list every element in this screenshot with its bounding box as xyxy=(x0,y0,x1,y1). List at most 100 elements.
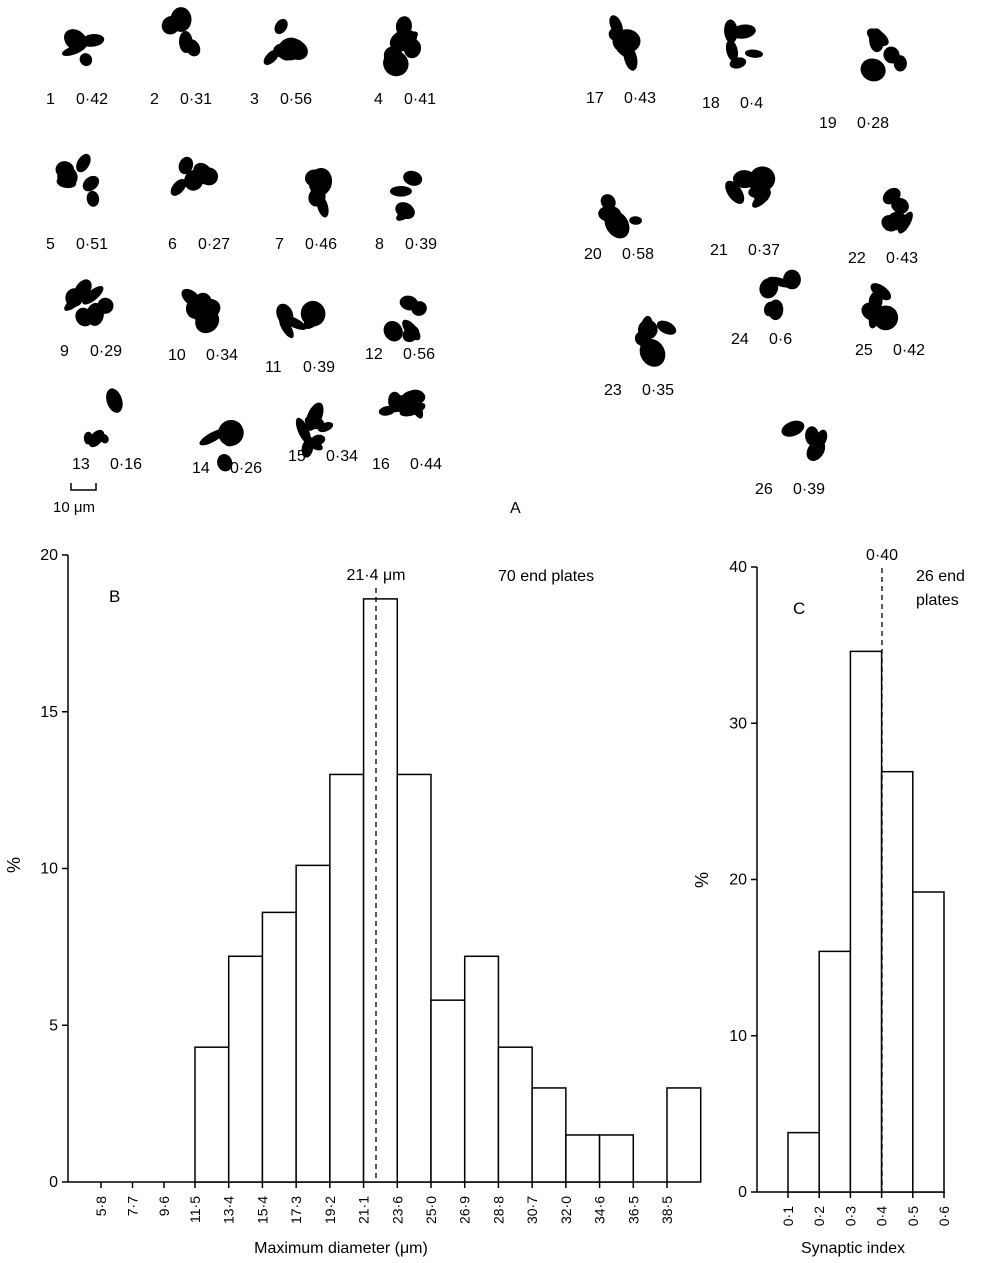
end-plate-silhouette xyxy=(184,169,204,191)
y-tick-label: 10 xyxy=(729,1028,747,1045)
end-plate-19: 19 0·28 xyxy=(819,28,907,132)
annotation-text: plates xyxy=(916,592,959,609)
x-tick-label: 17·3 xyxy=(288,1196,304,1224)
panel-a-label: A xyxy=(510,500,521,517)
end-plate-number: 4 xyxy=(374,91,383,108)
x-axis-label: Maximum diameter (μm) xyxy=(254,1240,428,1257)
end-plate-26: 26 0·39 xyxy=(755,420,828,498)
x-tick-label: 0·1 xyxy=(780,1206,796,1226)
end-plate-number: 6 xyxy=(168,236,177,253)
end-plate-synaptic-index: 0·51 xyxy=(76,236,108,253)
end-plate-8: 8 0·39 xyxy=(375,170,437,253)
end-plate-silhouette xyxy=(217,453,233,472)
histogram-bar xyxy=(531,1087,567,1183)
end-plate-25: 25 0·42 xyxy=(855,283,925,359)
end-plate-synaptic-index: 0·39 xyxy=(405,236,437,253)
end-plate-13: 13 0·16 xyxy=(72,388,142,473)
x-tick-label: 21·1 xyxy=(356,1196,372,1224)
x-tick-label: 23·6 xyxy=(389,1196,405,1224)
histogram-bar xyxy=(912,891,945,1193)
end-plate-silhouette xyxy=(744,49,764,58)
x-tick-label: 32·0 xyxy=(558,1196,574,1224)
end-plate-silhouette xyxy=(634,331,651,347)
end-plate-silhouette xyxy=(86,302,104,326)
end-plate-silhouette xyxy=(897,211,913,234)
panel-label: B xyxy=(109,587,120,606)
annotation-text: 70 end plates xyxy=(498,568,594,585)
x-tick-label: 0·2 xyxy=(811,1206,827,1226)
end-plate-synaptic-index: 0·56 xyxy=(280,91,312,108)
end-plate-silhouette xyxy=(57,166,78,188)
y-tick-label: 0 xyxy=(49,1174,58,1191)
end-plate-16: 16 0·44 xyxy=(372,389,442,473)
end-plate-synaptic-index: 0·34 xyxy=(206,347,238,364)
mean-label: 21·4 μm xyxy=(346,567,405,584)
y-tick-label: 10 xyxy=(40,861,58,878)
end-plate-number: 19 xyxy=(819,115,837,132)
end-plate-silhouette xyxy=(86,190,100,207)
end-plate-silhouette xyxy=(604,210,630,239)
end-plate-synaptic-index: 0·43 xyxy=(624,90,656,107)
end-plate-synaptic-index: 0·43 xyxy=(886,250,918,267)
end-plate-silhouette xyxy=(170,178,187,196)
histogram-bar xyxy=(818,950,852,1193)
annotation-text: 26 end xyxy=(916,568,965,585)
end-plate-10: 10 0·34 xyxy=(168,288,238,364)
end-plate-synaptic-index: 0·4 xyxy=(740,95,763,112)
end-plate-silhouette xyxy=(178,156,194,175)
end-plate-silhouette xyxy=(185,296,209,320)
mean-label: 0·40 xyxy=(866,547,898,564)
end-plate-silhouette xyxy=(881,215,899,232)
end-plate-12: 12 0·56 xyxy=(365,295,435,363)
end-plate-silhouette xyxy=(82,286,104,305)
end-plate-silhouette xyxy=(600,194,616,210)
end-plate-silhouette xyxy=(783,269,801,290)
x-tick-label: 5·8 xyxy=(93,1196,109,1216)
end-plate-synaptic-index: 0·56 xyxy=(403,346,435,363)
end-plate-number: 24 xyxy=(731,331,749,348)
end-plate-17: 17 0·43 xyxy=(586,15,656,107)
end-plate-silhouette xyxy=(274,18,288,35)
end-plate-silhouette xyxy=(748,185,768,199)
chart-b: 0 5 10 15 20% 5·8 7·7 9·6 11·5 13·4 15·4 17·3 19·2 21… xyxy=(4,547,702,1257)
end-plate-9: 9 0·29 xyxy=(60,279,122,360)
x-tick-label: 11·5 xyxy=(187,1196,203,1223)
end-plate-synaptic-index: 0·42 xyxy=(76,91,108,108)
y-tick-label: 15 xyxy=(40,704,58,721)
end-plate-synaptic-index: 0·39 xyxy=(303,359,335,376)
end-plate-silhouette xyxy=(278,37,303,61)
histogram-bar xyxy=(565,1134,601,1183)
histogram-bar xyxy=(497,1046,533,1183)
end-plate-silhouette xyxy=(725,39,739,62)
end-plate-silhouette xyxy=(870,283,892,301)
end-plate-number: 15 xyxy=(288,448,306,465)
scale-bar: 10 μm xyxy=(53,483,97,516)
end-plate-silhouette xyxy=(729,57,747,69)
end-plate-silhouette xyxy=(83,431,93,445)
end-plate-synaptic-index: 0·27 xyxy=(198,236,230,253)
end-plate-number: 1 xyxy=(46,91,55,108)
end-plate-number: 16 xyxy=(372,456,390,473)
end-plate-synaptic-index: 0·28 xyxy=(857,115,889,132)
end-plate-silhouette xyxy=(768,299,784,321)
end-plate-synaptic-index: 0·41 xyxy=(404,91,436,108)
scale-bar-label: 10 μm xyxy=(53,499,95,516)
x-tick-label: 15·4 xyxy=(254,1196,270,1224)
end-plate-silhouette xyxy=(389,186,412,197)
x-tick-label: 28·8 xyxy=(490,1196,506,1224)
end-plate-synaptic-index: 0·31 xyxy=(180,91,212,108)
end-plate-silhouette xyxy=(263,49,279,65)
x-tick-label: 0·3 xyxy=(842,1206,858,1226)
end-plate-synaptic-index: 0·42 xyxy=(893,342,925,359)
end-plate-number: 8 xyxy=(375,236,384,253)
end-plate-silhouette xyxy=(82,175,100,192)
end-plate-silhouette xyxy=(733,170,756,189)
end-plate-number: 21 xyxy=(710,242,728,259)
end-plate-silhouette xyxy=(61,44,85,56)
end-plate-4: 4 0·41 xyxy=(374,16,436,108)
end-plate-synaptic-index: 0·44 xyxy=(410,456,442,473)
end-plate-silhouette xyxy=(185,39,201,57)
histogram-bar xyxy=(329,773,365,1183)
end-plate-silhouette xyxy=(805,426,820,446)
end-plate-number: 11 xyxy=(265,359,282,376)
